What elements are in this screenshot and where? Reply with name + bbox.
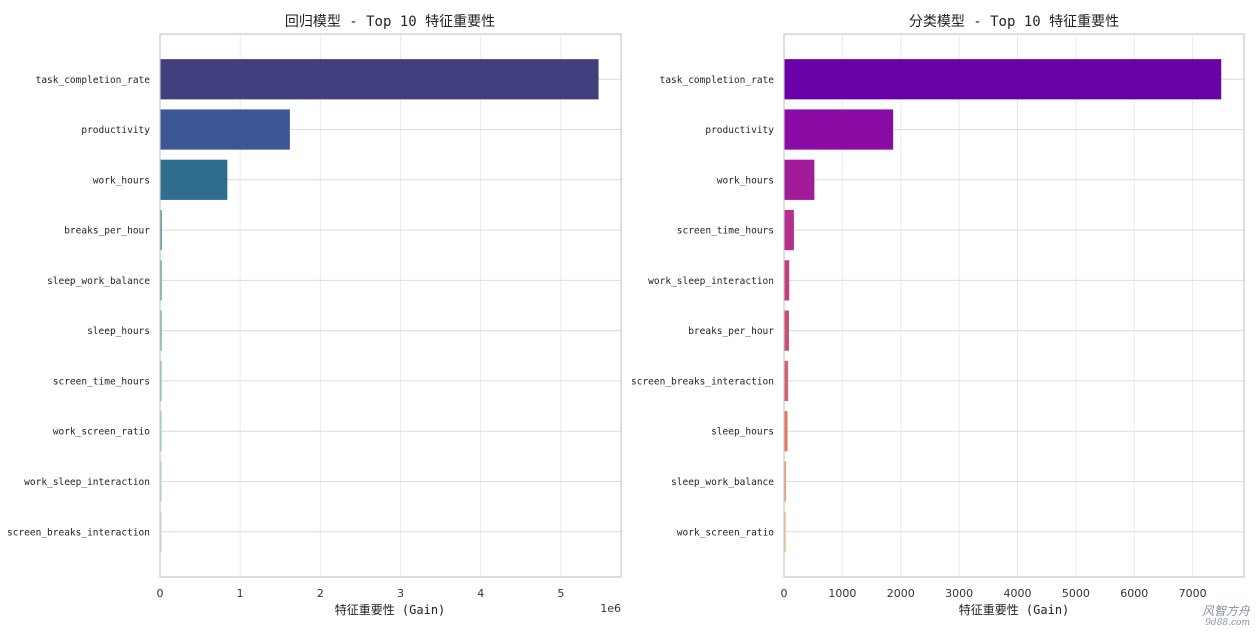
y-tick-label: screen_breaks_interaction — [7, 527, 150, 538]
bar-screen_time_hours — [784, 209, 794, 251]
y-tick-label: work_hours — [717, 175, 774, 186]
watermark-logo-text: 风智方舟 — [1201, 604, 1250, 618]
plot-frame — [159, 33, 622, 578]
watermark: 风智方舟 9d88.com — [1202, 605, 1250, 629]
x-tick-label: 3000 — [945, 587, 973, 600]
y-tick-label: work_sleep_interaction — [24, 477, 150, 488]
x-tick-label: 5 — [557, 587, 564, 600]
x-tick-label: 4 — [477, 587, 484, 600]
chart-panel-1: task_completion_rate productivity work_hou… — [7, 13, 622, 617]
chart-title: 分类模型 - Top 10 特征重要性 — [909, 14, 1119, 30]
y-tick-label: sleep_hours — [711, 427, 774, 438]
bar-screen_time_hours — [160, 360, 162, 402]
x-tick-label: 1 — [237, 587, 244, 600]
bar-sleep_work_balance — [784, 461, 787, 502]
x-tick-label: 2 — [317, 587, 324, 600]
x-tick-label: 2000 — [887, 587, 915, 600]
x-tick-label: 5000 — [1062, 587, 1090, 600]
bar-task_completion_rate — [160, 59, 599, 100]
x-tick-label: 6000 — [1120, 587, 1148, 600]
bar-screen_breaks_interaction — [784, 360, 789, 402]
bar-productivity — [784, 109, 894, 150]
watermark-url: 9d88.com — [1205, 618, 1250, 628]
y-tick-label: work_hours — [93, 175, 150, 186]
x-tick-label: 1000 — [828, 587, 856, 600]
bar-sleep_hours — [784, 411, 788, 452]
x-axis-label: 特征重要性 (Gain) — [335, 602, 446, 617]
x-tick-label: 4000 — [1004, 587, 1032, 600]
y-tick-label: productivity — [705, 125, 774, 136]
y-tick-label: sleep_work_balance — [671, 477, 774, 488]
y-tick-label: task_completion_rate — [36, 75, 151, 86]
bar-breaks_per_hour — [784, 310, 789, 351]
y-tick-label: sleep_hours — [87, 326, 150, 337]
chart-title: 回归模型 - Top 10 特征重要性 — [285, 13, 495, 30]
y-tick-label: task_completion_rate — [660, 75, 775, 86]
bar-sleep_hours — [160, 310, 162, 351]
bar-breaks_per_hour — [160, 209, 162, 251]
x-axis-offset-label: 1e6 — [600, 602, 621, 615]
bar-productivity — [160, 109, 290, 150]
x-tick-label: 0 — [157, 587, 164, 600]
y-tick-label: work_sleep_interaction — [648, 276, 774, 287]
bar-work_sleep_interaction — [784, 260, 790, 301]
y-tick-label: work_screen_ratio — [53, 427, 151, 438]
bar-work_screen_ratio — [160, 411, 162, 452]
bar-task_completion_rate — [784, 59, 1222, 100]
y-tick-label: sleep_work_balance — [47, 276, 150, 287]
y-tick-label: screen_time_hours — [677, 226, 774, 237]
bar-sleep_work_balance — [160, 260, 162, 301]
y-tick-label: screen_breaks_interaction — [631, 376, 774, 387]
y-tick-label: screen_time_hours — [53, 376, 150, 387]
plot-frame — [783, 33, 1245, 578]
x-tick-label: 7000 — [1179, 587, 1207, 600]
y-tick-label: work_screen_ratio — [677, 527, 775, 538]
y-tick-label: breaks_per_hour — [64, 226, 150, 237]
y-tick-label: breaks_per_hour — [688, 326, 774, 337]
bar-work_screen_ratio — [784, 511, 786, 552]
bar-screen_breaks_interaction — [160, 511, 162, 552]
bar-work_sleep_interaction — [160, 461, 162, 502]
y-tick-label: productivity — [81, 125, 150, 136]
x-tick-label: 0 — [781, 587, 788, 600]
bar-work_hours — [784, 159, 815, 200]
x-axis-label: 特征重要性 (Gain) — [959, 602, 1070, 617]
x-tick-label: 3 — [397, 587, 404, 600]
bar-work_hours — [160, 159, 228, 200]
chart-panel-2: task_completion_rate productivity work_hou… — [631, 14, 1245, 617]
